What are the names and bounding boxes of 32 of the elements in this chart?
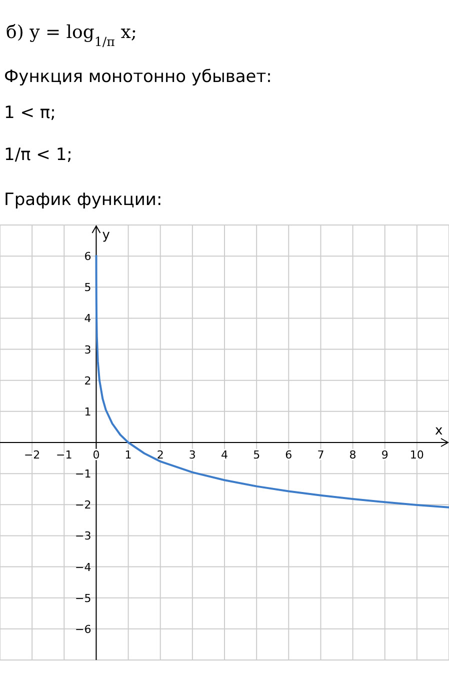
y-tick-label: 3 xyxy=(84,343,92,356)
x-tick-label: 9 xyxy=(381,448,388,462)
x-tick-label: 1 xyxy=(124,448,132,462)
text: График функции: xyxy=(4,190,162,210)
y-tick-label: −2 xyxy=(74,498,92,512)
y-tick-label: −5 xyxy=(74,592,92,605)
x-tick-label: 4 xyxy=(221,448,228,462)
y-tick-label: 1 xyxy=(84,405,92,418)
y-tick-label: −4 xyxy=(74,560,92,574)
y-tick-label: 2 xyxy=(84,374,92,388)
x-tick-label: 3 xyxy=(188,448,196,462)
y-axis-title: y xyxy=(102,228,110,243)
x-tick-label: 5 xyxy=(253,448,260,462)
x-tick-label: 6 xyxy=(285,448,292,462)
x-tick-label: 2 xyxy=(156,448,164,462)
y-tick-label: 4 xyxy=(84,312,92,326)
y-tick-label: −6 xyxy=(74,622,92,636)
x-tick-label: 8 xyxy=(349,448,356,462)
y-tick-label: 5 xyxy=(84,281,92,294)
y-tick-label: −1 xyxy=(74,468,92,481)
y-tick-label: −3 xyxy=(74,530,92,543)
chart-title: б) y = log$_{1/π}$ x; xyxy=(6,22,137,48)
line-series xyxy=(95,254,449,508)
text: Функция монотонно убывает: xyxy=(4,67,272,87)
x-axis-title: x xyxy=(435,424,443,438)
y-tick-label: 6 xyxy=(84,250,92,264)
x-tick-label: 7 xyxy=(317,448,324,462)
text: 1 < π; xyxy=(4,103,56,123)
x-tick-label: 10 xyxy=(410,448,424,462)
text: 1/π < 1; xyxy=(4,145,72,165)
x-tick-label: −1 xyxy=(56,448,72,462)
x-tick-label: −2 xyxy=(24,448,40,462)
